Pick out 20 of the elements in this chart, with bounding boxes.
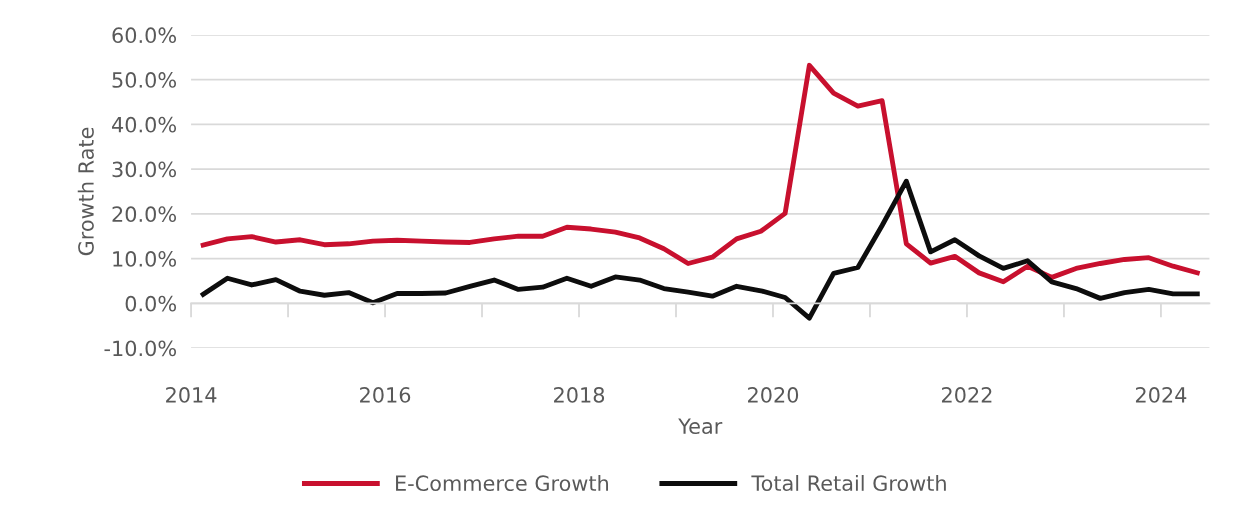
x-tick-label: 2024: [1135, 387, 1187, 403]
line-series: [200, 62, 1200, 285]
x-axis-title: Year: [678, 418, 723, 435]
y-tick-label: -10.0%: [104, 340, 177, 357]
x-tick-label: 2016: [360, 387, 411, 403]
y-tick-label: 50.0%: [112, 72, 177, 88]
line-series: [200, 178, 1200, 321]
legend-label: E-Commerce Growth: [396, 474, 608, 492]
y-tick-label: 60.0%: [112, 27, 177, 44]
y-axis-title: Growth Rate: [77, 127, 94, 256]
y-tick-label: 30.0%: [112, 161, 177, 178]
y-tick-label: 40.0%: [112, 116, 177, 133]
x-tick-label: 2014: [166, 387, 217, 403]
x-tick-label: 2022: [941, 387, 992, 403]
x-tick-label: 2018: [554, 387, 605, 403]
y-tick-label: 20.0%: [112, 206, 177, 223]
legend-label: Total Retail Growth: [751, 474, 946, 492]
x-tick-label: 2020: [748, 387, 799, 403]
y-tick-label: 10.0%: [113, 251, 177, 267]
y-tick-label: 0.0%: [125, 295, 177, 312]
